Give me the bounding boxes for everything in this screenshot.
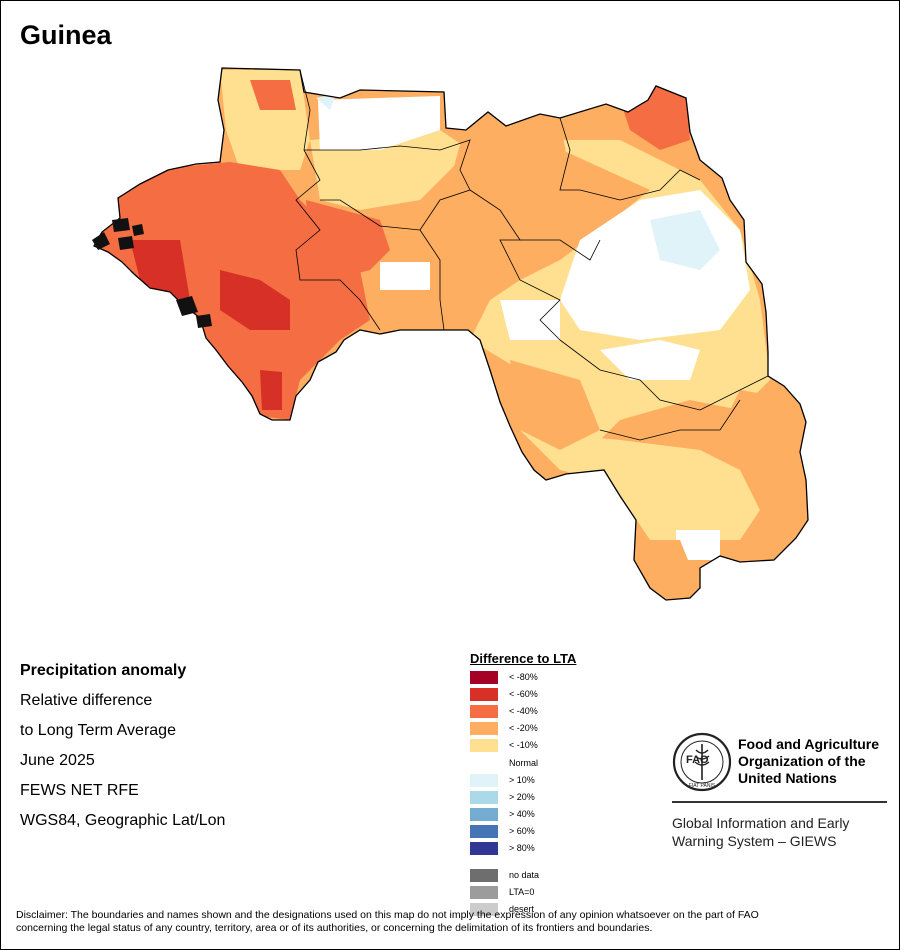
fao-emblem-letters: FAO — [686, 754, 709, 766]
extreme-deficit-zone — [130, 240, 190, 300]
moderate-deficit-zone — [510, 360, 600, 450]
strong-deficit-zone — [306, 200, 390, 280]
fao-divider — [672, 801, 887, 803]
legend-swatch — [470, 869, 498, 882]
legend-swatch — [470, 688, 498, 701]
legend-swatch — [470, 903, 498, 916]
legend-label: > 10% — [509, 775, 535, 785]
mild-surplus-zone — [316, 94, 336, 110]
fao-name-line1: Food and Agriculture — [738, 736, 880, 752]
legend-label: > 80% — [509, 843, 535, 853]
legend-swatch — [470, 825, 498, 838]
anomaly-raster — [94, 68, 808, 600]
fao-emblem-motto: FIAT PANIS — [689, 783, 716, 789]
strong-deficit-zone — [250, 80, 296, 110]
legend-swatch — [470, 791, 498, 804]
info-projection: WGS84, Geographic Lat/Lon — [20, 812, 226, 829]
mild-deficit-zone — [520, 430, 760, 540]
legend-label: < -80% — [509, 672, 538, 682]
legend-swatch — [470, 886, 498, 899]
normal-zone — [500, 300, 560, 340]
disclaimer-line1: Disclaimer: The boundaries and names sho… — [16, 909, 759, 921]
legend-swatch — [470, 722, 498, 735]
info-product: Precipitation anomaly — [20, 662, 187, 679]
fao-name-line2: Organization of the — [738, 753, 866, 769]
legend-swatch — [470, 774, 498, 787]
info-period: June 2025 — [20, 752, 95, 769]
map-info: Precipitation anomaly Relative differenc… — [20, 656, 225, 836]
fao-name-line3: United Nations — [738, 770, 837, 786]
giews-line1: Global Information and Early — [672, 815, 850, 831]
normal-zone — [380, 262, 430, 290]
legend-swatch — [470, 739, 498, 752]
giews-line2: Warning System – GIEWS — [672, 833, 837, 849]
extreme-deficit-zone — [260, 370, 282, 410]
fao-name: Food and Agriculture Organization of the… — [738, 736, 879, 787]
legend-label: LTA=0 — [509, 887, 535, 897]
coastal-islands — [92, 218, 212, 328]
fao-emblem-icon: FAO FIAT PANIS — [672, 732, 732, 792]
map-legend: Difference to LTA < -80% < -60% < -40% <… — [470, 651, 577, 916]
normal-zone — [600, 340, 700, 380]
legend-swatch — [470, 808, 498, 821]
disclaimer: Disclaimer: The boundaries and names sho… — [16, 909, 886, 935]
legend-title: Difference to LTA — [470, 651, 577, 666]
mild-surplus-zone — [650, 210, 720, 270]
normal-zone — [318, 96, 440, 150]
normal-zone — [676, 530, 720, 560]
legend-swatch — [470, 842, 498, 855]
legend-label: < -20% — [509, 723, 538, 733]
legend-label: < -10% — [509, 740, 538, 750]
moderate-deficit-zone — [450, 110, 570, 260]
disclaimer-line2: concerning the legal status of any count… — [16, 922, 653, 934]
legend-label: desert — [509, 904, 535, 914]
legend-label: no data — [509, 870, 540, 880]
info-reference: to Long Term Average — [20, 722, 176, 739]
legend-label: > 20% — [509, 792, 535, 802]
fao-branding: FAO FIAT PANIS Food and Agriculture Orga… — [672, 732, 887, 849]
legend-label: > 60% — [509, 826, 535, 836]
info-source: FEWS NET RFE — [20, 782, 139, 799]
moderate-deficit-zone — [720, 390, 808, 480]
legend-swatch — [470, 705, 498, 718]
extreme-deficit-zone — [220, 270, 290, 330]
legend-label: > 40% — [509, 809, 535, 819]
guinea-precipitation-map — [92, 67, 809, 601]
legend-label: < -60% — [509, 689, 538, 699]
region-boundaries — [295, 69, 769, 441]
legend-normal-label: Normal — [509, 758, 539, 768]
legend-label: < -40% — [509, 706, 538, 716]
legend-swatch — [470, 671, 498, 684]
giews-name: Global Information and Early Warning Sys… — [672, 814, 849, 850]
map-title: Guinea — [20, 20, 112, 50]
info-metric: Relative difference — [20, 692, 153, 709]
